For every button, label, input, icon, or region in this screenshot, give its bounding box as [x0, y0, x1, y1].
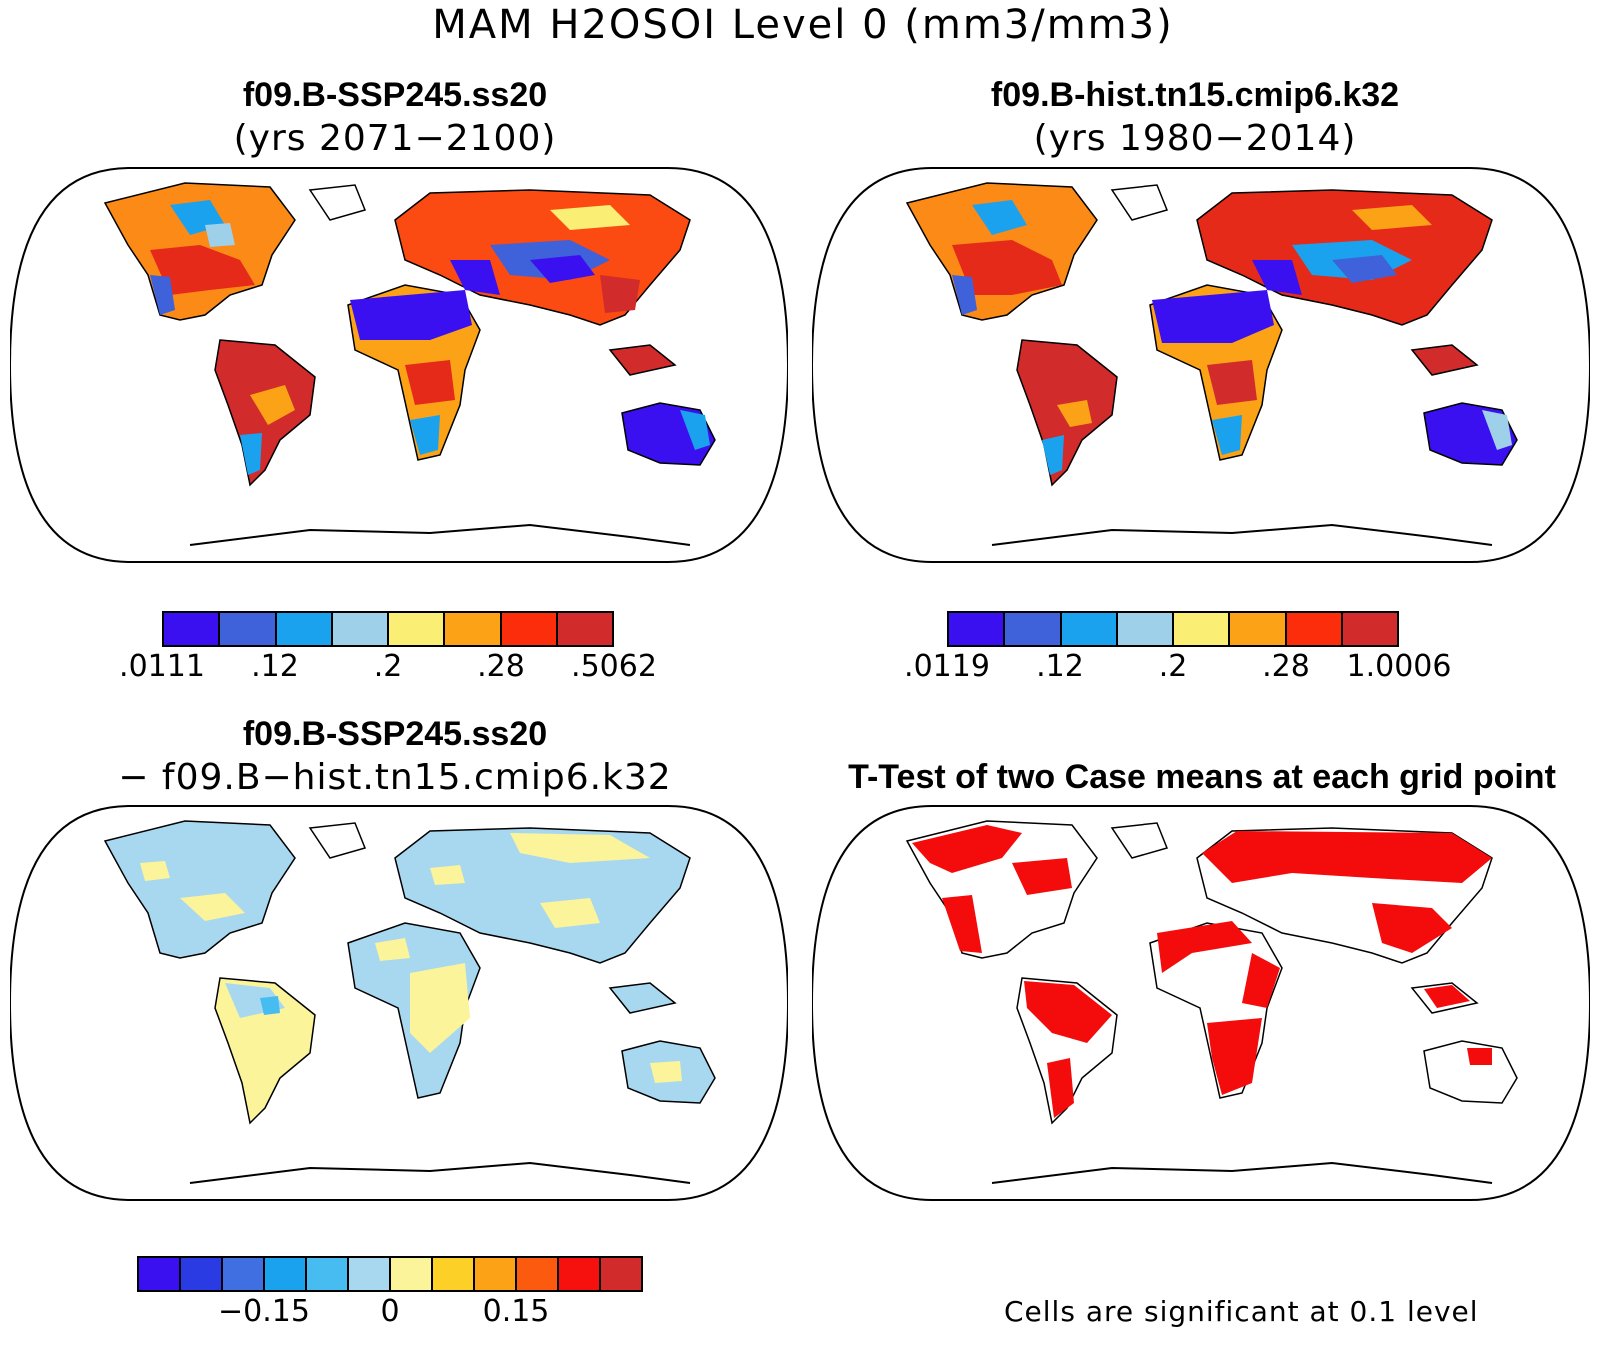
colorbar-swatch [220, 613, 277, 645]
continent-south-america [1016, 339, 1118, 487]
significant-region [1467, 1048, 1492, 1065]
significant-region [1157, 921, 1252, 973]
colorbar-bottom-left [137, 1256, 643, 1292]
colorbar-swatch [389, 613, 446, 645]
figure-title: MAM H2OSOI Level 0 (mm3/mm3) [432, 2, 1174, 48]
map-historical-soil-moisture [812, 167, 1590, 563]
panel-title-top-left: f09.B-SSP245.ss20 [242, 76, 548, 114]
colorbar-swatch [433, 1258, 475, 1290]
continent-australia [621, 402, 716, 466]
map-difference [10, 805, 788, 1201]
colorbar-tick-label: .28 [477, 649, 525, 684]
colorbar-swatch [164, 613, 221, 645]
continent-indonesia [608, 344, 677, 376]
panel-title-top-right: f09.B-hist.tn15.cmip6.k32 [990, 76, 1400, 114]
colorbar-tick-label: .2 [1158, 649, 1188, 684]
continent-australia [1423, 1040, 1518, 1104]
colorbar-swatch [1174, 613, 1231, 645]
continent-north-america [103, 182, 367, 321]
colorbar-swatch [223, 1258, 265, 1290]
colorbar-swatch [445, 613, 502, 645]
continent-africa [1149, 284, 1283, 461]
colorbar-tick-label: .0111 [119, 649, 205, 684]
colorbar-swatch [1286, 613, 1343, 645]
colorbar-swatch [1342, 613, 1397, 645]
colorbar-swatch [559, 1258, 601, 1290]
significant-region [1012, 858, 1072, 895]
colorbar-swatch [501, 613, 558, 645]
colorbar-swatch [1230, 613, 1287, 645]
colorbar-tick-label: .2 [373, 649, 403, 684]
colorbar-swatch [181, 1258, 223, 1290]
continent-antarctica [189, 523, 691, 546]
continent-indonesia [1410, 344, 1479, 376]
continent-indonesia [1410, 982, 1479, 1014]
colorbar-swatch [475, 1258, 517, 1290]
colorbar-top-right [947, 611, 1399, 647]
colorbar-swatch [307, 1258, 349, 1290]
panel-subtitle-top-left: (yrs 2071−2100) [233, 118, 557, 159]
panel-title-bottom-right: T-Test of two Case means at each grid po… [848, 758, 1556, 796]
significant-region [942, 895, 982, 953]
continent-north-america [905, 182, 1169, 321]
continent-north-america [905, 820, 1169, 959]
panel-subtitle-bottom-left: − f09.B−hist.tn15.cmip6.k32 [118, 757, 672, 798]
panel-title-bottom-left: f09.B-SSP245.ss20 [242, 715, 548, 753]
significant-region [912, 825, 1022, 873]
continent-eurasia [1196, 827, 1493, 964]
continent-eurasia [1196, 189, 1493, 326]
continent-indonesia [608, 982, 677, 1014]
continent-south-america [214, 977, 316, 1125]
colorbar-swatch [276, 613, 333, 645]
colorbar-swatch [1117, 613, 1174, 645]
continent-eurasia [394, 189, 691, 326]
significance-note: Cells are significant at 0.1 level [1004, 1295, 1479, 1328]
colorbar-tick-label: .0119 [904, 649, 990, 684]
colorbar-swatch [139, 1258, 181, 1290]
colorbar-swatch [517, 1258, 559, 1290]
panel-subtitle-top-right: (yrs 1980−2014) [1033, 118, 1357, 159]
colorbar-swatch [949, 613, 1006, 645]
map-future-soil-moisture [10, 167, 788, 563]
continent-eurasia [394, 827, 691, 964]
map-t-test-significance [812, 805, 1590, 1201]
significant-region [1372, 903, 1452, 953]
continent-africa [1149, 921, 1283, 1099]
colorbar-swatch [1005, 613, 1062, 645]
significant-region [1047, 1058, 1074, 1118]
continent-africa [347, 284, 481, 461]
colorbar-tick-label: 0 [380, 1294, 400, 1329]
continent-australia [621, 1040, 716, 1104]
continent-antarctica [991, 1161, 1493, 1184]
colorbar-top-left [162, 611, 614, 647]
colorbar-swatch [601, 1258, 641, 1290]
continent-antarctica [991, 523, 1493, 546]
colorbar-tick-label: .5062 [571, 649, 657, 684]
significant-region [1424, 985, 1470, 1008]
colorbar-swatch [557, 613, 612, 645]
continent-south-america [1016, 977, 1118, 1125]
continent-antarctica [189, 1161, 691, 1184]
significant-region [1202, 831, 1492, 883]
significant-region [1207, 1018, 1262, 1095]
colorbar-swatch [391, 1258, 433, 1290]
colorbar-swatch [349, 1258, 391, 1290]
colorbar-tick-label: .12 [1036, 649, 1084, 684]
colorbar-tick-label: 1.0006 [1346, 649, 1452, 684]
significant-region [1242, 953, 1280, 1008]
continent-australia [1423, 402, 1518, 466]
colorbar-tick-label: 0.15 [482, 1294, 550, 1329]
colorbar-swatch [1061, 613, 1118, 645]
colorbar-tick-label: −0.15 [218, 1294, 310, 1329]
colorbar-swatch [265, 1258, 307, 1290]
colorbar-tick-label: .12 [251, 649, 299, 684]
colorbar-tick-label: .28 [1262, 649, 1310, 684]
significant-region [1024, 981, 1112, 1043]
continent-africa [347, 922, 481, 1099]
colorbar-swatch [332, 613, 389, 645]
continent-south-america [214, 339, 316, 487]
continent-north-america [103, 820, 367, 959]
